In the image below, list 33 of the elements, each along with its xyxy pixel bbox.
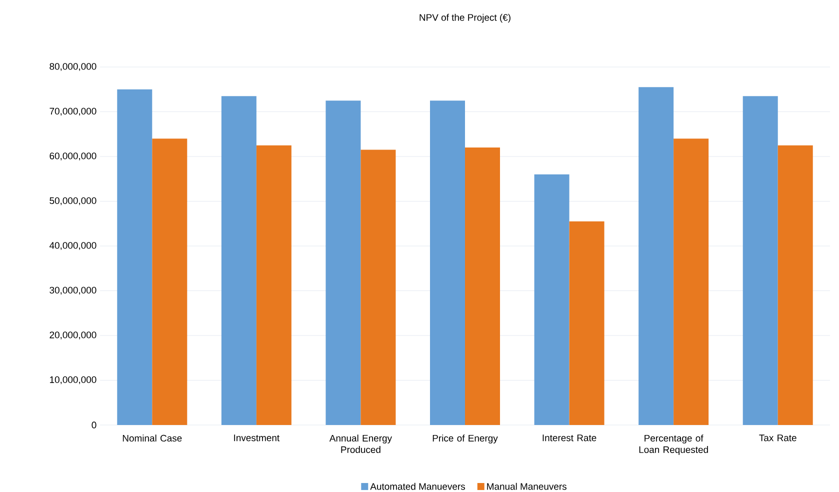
legend-label: Automated Manuevers (370, 482, 466, 490)
bar (326, 100, 361, 425)
y-tick-label: 50,000,000 (50, 197, 96, 206)
bar (256, 145, 292, 425)
y-tick-label: 60,000,000 (50, 152, 96, 160)
bar (430, 100, 465, 425)
bar (221, 96, 256, 425)
bar (569, 221, 604, 425)
x-tick-label: Price of Energy (432, 434, 498, 444)
bar (534, 174, 570, 425)
bar (778, 145, 813, 425)
legend-label: Manual Maneuvers (487, 482, 566, 490)
y-tick-label: 80,000,000 (50, 63, 96, 71)
x-tick-label: Tax Rate (759, 434, 796, 442)
x-tick-label: Percentage of Loan Requested (639, 434, 708, 455)
y-tick-label: 30,000,000 (50, 286, 96, 295)
bar (465, 148, 500, 425)
bar (152, 138, 188, 425)
bar (360, 150, 396, 425)
y-tick-label: 40,000,000 (49, 242, 96, 250)
y-tick-label: 20,000,000 (50, 332, 96, 340)
y-tick-label: 70,000,000 (50, 108, 96, 116)
bar (638, 87, 674, 425)
bar (742, 96, 778, 425)
y-tick-label: 10,000,000 (50, 376, 96, 384)
x-tick-label: Interest Rate (542, 434, 596, 442)
x-tick-label: Nominal Case (122, 434, 182, 442)
x-tick-label: Annual Energy Produced (329, 434, 392, 454)
bar (674, 138, 709, 425)
x-tick-label: Investment (234, 434, 280, 442)
y-tick-label: 0 (92, 422, 96, 428)
bar (117, 89, 152, 425)
chart-title: NPV of the Project (€) (420, 14, 510, 23)
